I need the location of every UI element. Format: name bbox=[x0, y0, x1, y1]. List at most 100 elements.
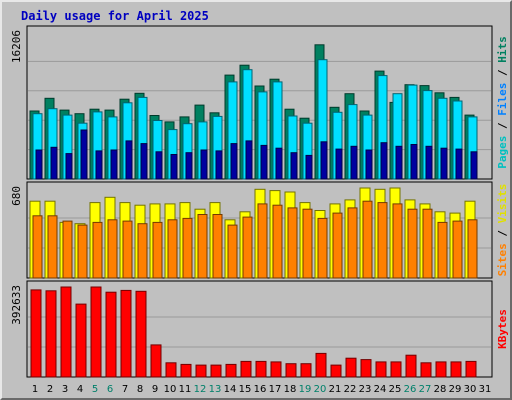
x-tick-label-day-8: 8 bbox=[137, 384, 143, 395]
axis-label-part: Hits bbox=[496, 36, 509, 63]
x-tick-label-day-5: 5 bbox=[92, 384, 98, 395]
bar-sites-day-7 bbox=[122, 220, 133, 279]
bar-pages-day-22 bbox=[350, 145, 358, 180]
bar-kbytes-day-18 bbox=[285, 363, 297, 378]
x-tick-label-day-21: 21 bbox=[329, 384, 342, 395]
bar-kbytes-day-20 bbox=[315, 352, 327, 378]
bar-pages-day-29 bbox=[455, 148, 463, 180]
x-tick-label-day-17: 17 bbox=[269, 384, 282, 395]
bar-pages-day-3 bbox=[65, 153, 73, 180]
bar-kbytes-day-22 bbox=[345, 357, 357, 378]
bar-pages-day-24 bbox=[380, 142, 388, 180]
bar-kbytes-day-9 bbox=[150, 344, 162, 378]
bar-pages-day-15 bbox=[245, 140, 253, 180]
bar-sites-day-2 bbox=[47, 215, 58, 279]
bar-kbytes-day-11 bbox=[180, 363, 192, 378]
visits-sites-max-label: 680 bbox=[10, 186, 23, 206]
bar-pages-day-1 bbox=[35, 149, 43, 180]
bar-pages-day-18 bbox=[290, 152, 298, 180]
x-tick-label-day-18: 18 bbox=[284, 384, 297, 395]
bar-sites-day-6 bbox=[107, 219, 118, 279]
bar-sites-day-20 bbox=[317, 217, 328, 279]
x-tick-label-day-3: 3 bbox=[62, 384, 68, 395]
bar-sites-day-12 bbox=[197, 214, 208, 279]
x-axis-labels: 1 2 3 4 5 6 7 8 9 10 11 12 13 14 15 16 17 18 19 20 21 22 23 24 2… bbox=[32, 384, 492, 395]
axis-label-part: / bbox=[496, 116, 509, 136]
bar-sites-day-23 bbox=[362, 200, 373, 279]
bar-pages-day-10 bbox=[170, 154, 178, 180]
bar-pages-day-5 bbox=[95, 150, 103, 180]
kbytes-axis-label: KBytes bbox=[496, 309, 509, 349]
bar-sites-day-15 bbox=[242, 216, 253, 279]
bar-kbytes-day-30 bbox=[465, 360, 477, 378]
x-tick-label-day-23: 23 bbox=[359, 384, 372, 395]
x-tick-label-day-2: 2 bbox=[47, 384, 53, 395]
bar-pages-day-30 bbox=[470, 151, 478, 180]
axis-label-part: KBytes bbox=[496, 309, 509, 349]
x-tick-label-day-6: 6 bbox=[107, 384, 113, 395]
bar-sites-day-1 bbox=[32, 215, 43, 279]
x-tick-label-day-30: 30 bbox=[464, 384, 477, 395]
bar-pages-day-13 bbox=[215, 150, 223, 180]
bar-pages-day-12 bbox=[200, 149, 208, 180]
bar-pages-day-20 bbox=[320, 141, 328, 180]
x-tick-label-day-11: 11 bbox=[179, 384, 192, 395]
x-tick-label-day-10: 10 bbox=[164, 384, 177, 395]
bar-sites-day-18 bbox=[287, 207, 298, 279]
x-tick-label-day-15: 15 bbox=[239, 384, 252, 395]
bar-pages-day-19 bbox=[305, 154, 313, 180]
bar-kbytes-day-6 bbox=[105, 291, 117, 378]
x-tick-label-day-31: 31 bbox=[479, 384, 492, 395]
x-tick-label-day-26: 26 bbox=[404, 384, 417, 395]
x-tick-label-day-25: 25 bbox=[389, 384, 402, 395]
bar-kbytes-day-29 bbox=[450, 361, 462, 378]
x-tick-label-day-14: 14 bbox=[224, 384, 237, 395]
bar-sites-day-30 bbox=[467, 219, 478, 279]
x-tick-label-day-20: 20 bbox=[314, 384, 327, 395]
bar-kbytes-day-12 bbox=[195, 364, 207, 378]
bar-kbytes-day-4 bbox=[75, 303, 87, 378]
x-tick-label-day-28: 28 bbox=[434, 384, 447, 395]
x-tick-label-day-7: 7 bbox=[122, 384, 128, 395]
bar-pages-day-8 bbox=[140, 143, 148, 180]
bar-sites-day-26 bbox=[407, 208, 418, 279]
bar-pages-day-6 bbox=[110, 149, 118, 180]
bar-sites-day-11 bbox=[182, 217, 193, 279]
bar-kbytes-day-3 bbox=[60, 286, 72, 378]
bar-kbytes-day-19 bbox=[300, 363, 312, 378]
bar-kbytes-day-21 bbox=[330, 364, 342, 378]
bar-sites-day-25 bbox=[392, 203, 403, 279]
bar-sites-day-22 bbox=[347, 207, 358, 279]
bar-pages-day-27 bbox=[425, 145, 433, 180]
bar-pages-day-25 bbox=[395, 145, 403, 180]
bar-kbytes-day-25 bbox=[390, 361, 402, 378]
bar-kbytes-day-24 bbox=[375, 361, 387, 378]
x-tick-label-day-13: 13 bbox=[209, 384, 222, 395]
bar-sites-day-5 bbox=[92, 221, 103, 279]
bar-pages-day-9 bbox=[155, 151, 163, 180]
x-tick-label-day-4: 4 bbox=[77, 384, 83, 395]
bar-kbytes-day-7 bbox=[120, 289, 132, 378]
bar-sites-day-9 bbox=[152, 221, 163, 279]
bar-kbytes-day-27 bbox=[420, 362, 432, 378]
hits-files-pages-axis-label: Pages / Files / Hits bbox=[496, 36, 509, 169]
bar-kbytes-day-17 bbox=[270, 361, 282, 378]
x-tick-label-day-19: 19 bbox=[299, 384, 312, 395]
bar-sites-day-13 bbox=[212, 214, 223, 279]
x-tick-label-day-12: 12 bbox=[194, 384, 207, 395]
bar-kbytes-day-2 bbox=[45, 290, 57, 378]
bar-pages-day-2 bbox=[50, 146, 58, 180]
bar-sites-day-24 bbox=[377, 202, 388, 279]
bar-kbytes-day-23 bbox=[360, 359, 372, 378]
bar-sites-day-29 bbox=[452, 220, 463, 279]
bar-pages-day-17 bbox=[275, 147, 283, 180]
chart-title: Daily usage for April 2025 bbox=[21, 9, 209, 23]
bar-kbytes-day-10 bbox=[165, 362, 177, 378]
bar-kbytes-day-16 bbox=[255, 360, 267, 378]
bar-pages-day-23 bbox=[365, 149, 373, 180]
bar-pages-day-4 bbox=[80, 129, 88, 180]
bar-sites-day-19 bbox=[302, 208, 313, 279]
bar-pages-day-26 bbox=[410, 144, 418, 180]
axis-label-part: / bbox=[496, 63, 509, 83]
